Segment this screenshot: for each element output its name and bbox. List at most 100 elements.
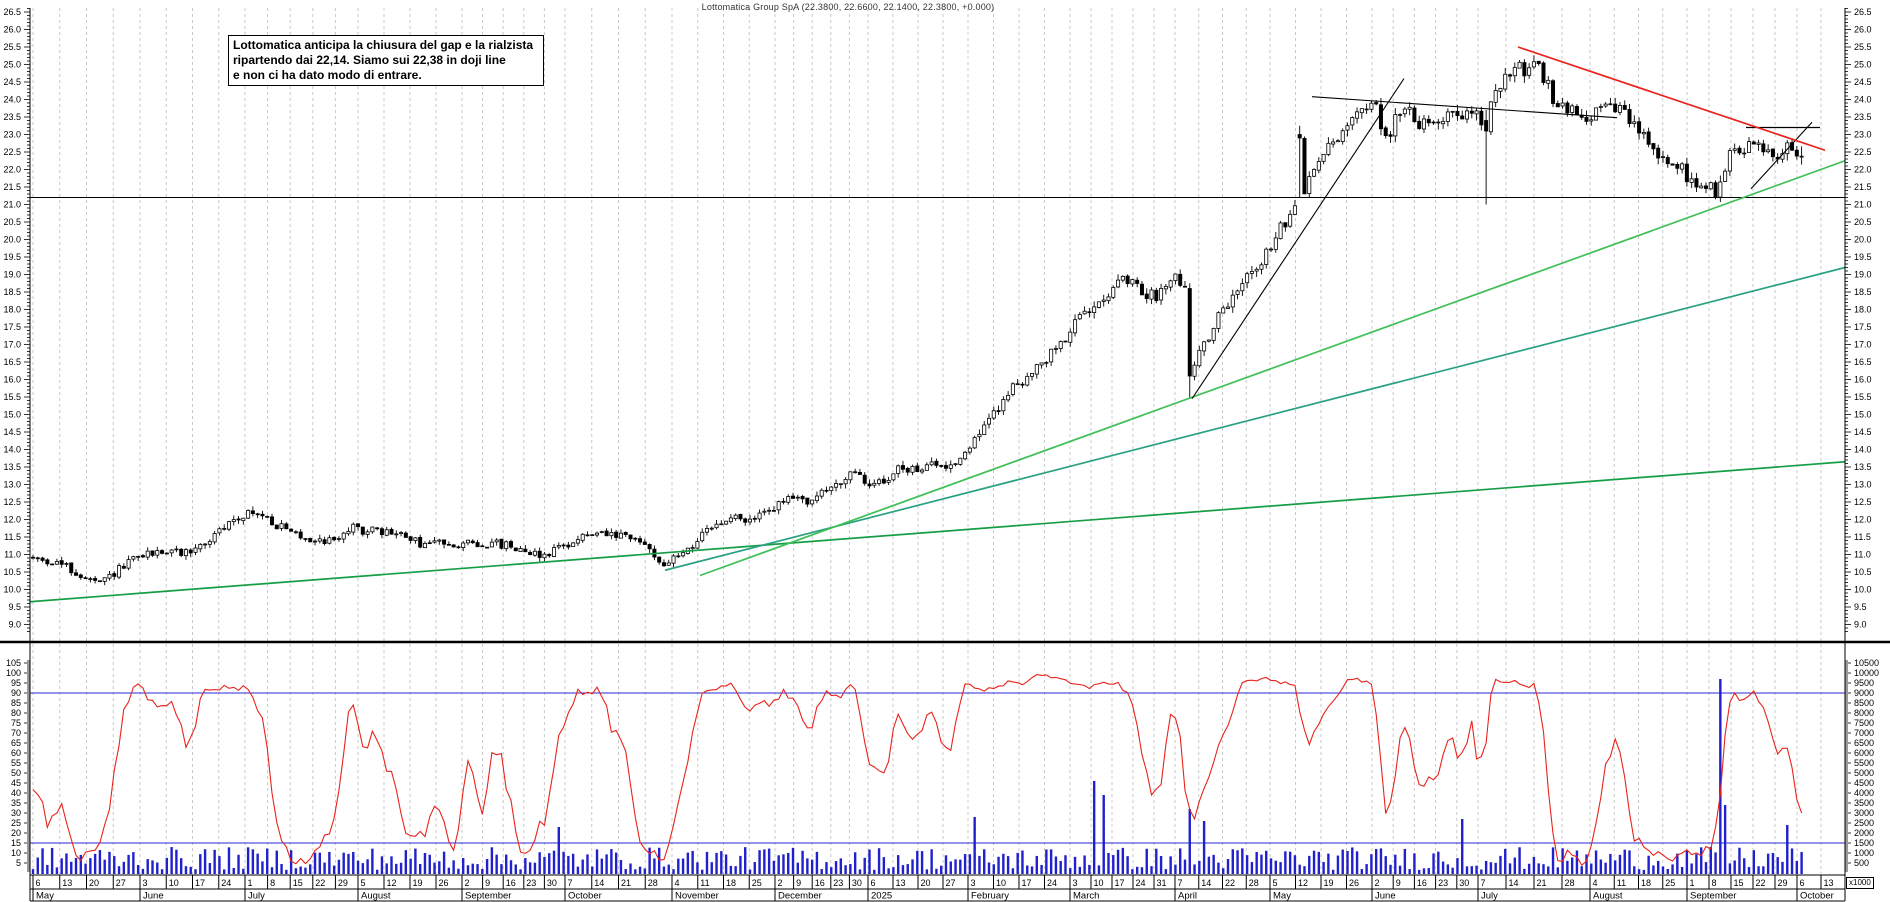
svg-text:6: 6: [1800, 878, 1805, 888]
svg-text:9.5: 9.5: [8, 602, 21, 612]
svg-text:55: 55: [11, 758, 21, 768]
svg-text:25.0: 25.0: [3, 60, 21, 70]
svg-text:16.0: 16.0: [1854, 375, 1872, 385]
svg-text:25.5: 25.5: [1854, 42, 1872, 52]
svg-text:11: 11: [1617, 878, 1626, 888]
svg-text:7: 7: [568, 878, 573, 888]
svg-text:25: 25: [752, 878, 762, 888]
svg-text:26: 26: [1349, 878, 1359, 888]
svg-text:24.0: 24.0: [3, 95, 21, 105]
svg-text:17: 17: [1115, 878, 1125, 888]
svg-text:18.0: 18.0: [1854, 305, 1872, 315]
svg-text:June: June: [143, 891, 164, 902]
svg-text:24: 24: [1047, 878, 1057, 888]
svg-text:5500: 5500: [1854, 758, 1874, 768]
svg-text:14: 14: [1509, 878, 1519, 888]
svg-text:21.5: 21.5: [1854, 182, 1872, 192]
svg-text:15.5: 15.5: [3, 392, 21, 402]
svg-text:15.0: 15.0: [1854, 410, 1872, 420]
trendline-steep-green-support: [699, 159, 1846, 577]
svg-text:11.5: 11.5: [1854, 532, 1871, 542]
chart-title: Lottomatica Group SpA (22.3800, 22.6600,…: [701, 2, 995, 12]
svg-text:7500: 7500: [1854, 718, 1874, 728]
svg-text:1: 1: [1690, 878, 1695, 888]
svg-text:20.5: 20.5: [1854, 217, 1872, 227]
svg-text:26.5: 26.5: [3, 7, 21, 17]
svg-text:11.0: 11.0: [4, 550, 21, 560]
trendline-mid-green-support: [664, 266, 1846, 572]
svg-text:July: July: [1481, 891, 1498, 902]
svg-text:28: 28: [1565, 878, 1575, 888]
svg-text:25.5: 25.5: [3, 42, 21, 52]
svg-text:100: 100: [6, 668, 21, 678]
svg-text:6000: 6000: [1854, 748, 1874, 758]
svg-text:8: 8: [1712, 878, 1717, 888]
oscillator-line: [32, 674, 1803, 867]
svg-text:August: August: [361, 891, 391, 902]
svg-text:9: 9: [485, 878, 490, 888]
svg-text:22: 22: [315, 878, 325, 888]
svg-text:5: 5: [1273, 878, 1278, 888]
svg-text:24: 24: [1136, 878, 1146, 888]
svg-text:23.0: 23.0: [1854, 130, 1872, 140]
svg-text:40: 40: [11, 788, 21, 798]
svg-text:10.0: 10.0: [3, 585, 21, 595]
price-axis-right: 9.0 9.5 10.0 10.5 11.0 11.5 12.0 12.5 13.0 13.5 14…: [1845, 7, 1872, 632]
svg-text:28: 28: [1249, 878, 1259, 888]
svg-text:3500: 3500: [1854, 798, 1874, 808]
svg-text:30: 30: [11, 808, 21, 818]
svg-text:October: October: [568, 891, 602, 902]
svg-text:19.0: 19.0: [3, 270, 21, 280]
svg-text:45: 45: [11, 778, 21, 788]
trendline-red-descending-resistance: [1517, 46, 1826, 152]
svg-text:2: 2: [465, 878, 470, 888]
svg-text:April: April: [1178, 891, 1197, 902]
svg-text:12.0: 12.0: [1854, 515, 1872, 525]
svg-text:19.0: 19.0: [1854, 270, 1872, 280]
svg-text:19: 19: [1324, 878, 1334, 888]
svg-text:7: 7: [1481, 878, 1486, 888]
svg-text:July: July: [248, 891, 265, 902]
svg-text:14: 14: [594, 878, 604, 888]
gridlines: [32, 8, 1822, 874]
svg-text:27: 27: [946, 878, 956, 888]
svg-text:16.5: 16.5: [3, 357, 21, 367]
svg-text:20.0: 20.0: [1854, 235, 1872, 245]
svg-text:28: 28: [648, 878, 658, 888]
svg-text:16: 16: [815, 878, 825, 888]
svg-text:6: 6: [871, 878, 876, 888]
svg-text:2: 2: [778, 878, 783, 888]
svg-text:22.5: 22.5: [3, 147, 21, 157]
svg-text:13: 13: [1824, 878, 1834, 888]
svg-text:24.5: 24.5: [1854, 77, 1872, 87]
svg-text:4: 4: [675, 878, 680, 888]
svg-text:26.0: 26.0: [3, 25, 21, 35]
svg-text:65: 65: [11, 738, 21, 748]
svg-text:24.0: 24.0: [1854, 95, 1872, 105]
svg-text:9.0: 9.0: [8, 620, 21, 630]
svg-text:22: 22: [1225, 878, 1235, 888]
svg-text:13.5: 13.5: [1854, 462, 1872, 472]
svg-text:1000: 1000: [1854, 848, 1874, 858]
svg-text:17.5: 17.5: [1854, 322, 1872, 332]
svg-text:26.5: 26.5: [1854, 7, 1872, 17]
volume-unit-label: x1000: [1846, 877, 1874, 889]
svg-text:December: December: [778, 891, 822, 902]
svg-text:20.0: 20.0: [3, 235, 21, 245]
svg-text:August: August: [1593, 891, 1623, 902]
svg-text:17.0: 17.0: [1854, 340, 1872, 350]
svg-text:9: 9: [1396, 878, 1401, 888]
svg-text:11: 11: [700, 878, 709, 888]
svg-text:February: February: [971, 891, 1009, 902]
svg-text:31: 31: [1157, 878, 1167, 888]
svg-text:15.5: 15.5: [1854, 392, 1872, 402]
svg-text:16.0: 16.0: [3, 375, 21, 385]
svg-text:14.0: 14.0: [3, 445, 21, 455]
svg-text:May: May: [36, 891, 54, 902]
svg-text:6: 6: [36, 878, 41, 888]
svg-text:25.0: 25.0: [1854, 60, 1872, 70]
svg-text:5000: 5000: [1854, 768, 1874, 778]
svg-text:10.5: 10.5: [3, 567, 21, 577]
